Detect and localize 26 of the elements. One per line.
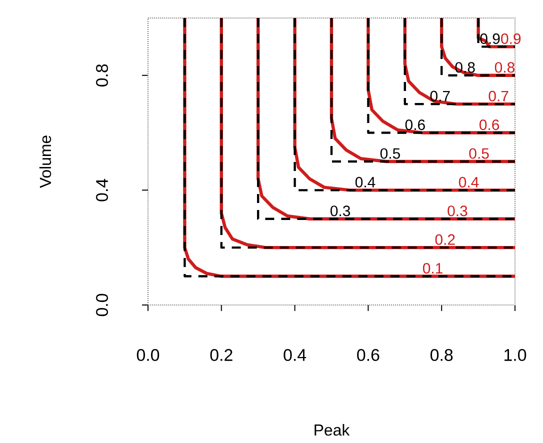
series-label: 0.7 [488, 90, 508, 102]
y-tick-label: 0.0 [96, 294, 108, 316]
x-tick-label: 0.0 [136, 348, 160, 361]
series-label: 0.5 [469, 148, 489, 159]
series-label: 0.8 [455, 62, 475, 73]
x-tick-label: 0.2 [210, 348, 232, 361]
series-label: 0.9 [501, 33, 521, 44]
y-tick-label: 0.8 [96, 64, 108, 87]
series-label: 0.6 [405, 120, 425, 130]
x-tick-label: 0.4 [284, 348, 306, 361]
series-label: 0.6 [480, 120, 500, 130]
x-tick-label: 1.0 [504, 348, 526, 361]
x-axis-title: Peak [314, 424, 350, 436]
series-label: 0.1 [422, 263, 442, 274]
series-label: 0.2 [435, 234, 455, 245]
x-tick-label: 0.6 [357, 348, 380, 361]
x-tick-label: 0.8 [430, 348, 453, 361]
series-label: 0.3 [448, 206, 468, 216]
series-label: 0.4 [355, 176, 376, 188]
y-axis-title: Volume [39, 136, 52, 188]
y-tick-label: 0.4 [96, 178, 108, 202]
series-label: 0.5 [380, 148, 400, 159]
series-label: 0.8 [494, 62, 514, 73]
series-label: 0.7 [430, 90, 450, 102]
series-label: 0.4 [458, 176, 479, 188]
series-label: 0.3 [330, 206, 350, 216]
